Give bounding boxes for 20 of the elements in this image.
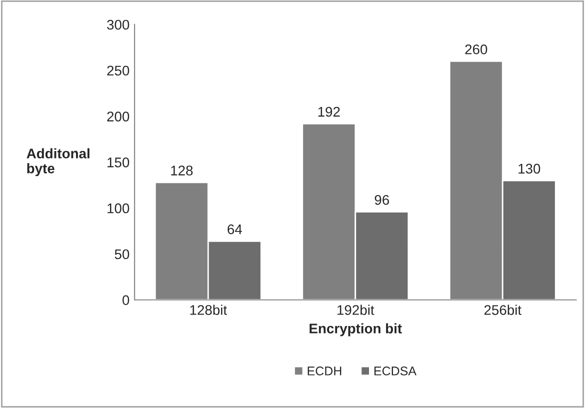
data-label: 130 xyxy=(518,164,540,174)
data-label: 192 xyxy=(318,106,340,117)
y-tick-label: 100 xyxy=(108,203,130,214)
y-tick-label: 300 xyxy=(107,20,130,30)
y-tick-label: 250 xyxy=(107,66,130,76)
y-axis-title: Additonal byte xyxy=(26,148,90,176)
legend-label: ECDH xyxy=(308,366,342,376)
data-label: 260 xyxy=(465,44,488,54)
y-tick-label: 200 xyxy=(107,112,130,122)
y-tick-label: 0 xyxy=(122,295,130,306)
x-tick-label: 192bit xyxy=(338,304,374,315)
x-tick-label: 256bit xyxy=(484,304,522,315)
x-axis-title: Encryption bit xyxy=(310,323,402,336)
x-tick-label: 128bit xyxy=(190,304,227,315)
y-tick-label: 150 xyxy=(108,158,130,168)
legend-label: ECDSA xyxy=(374,366,416,376)
data-label: 128 xyxy=(171,166,193,176)
data-label: 96 xyxy=(374,195,390,205)
y-tick-label: 50 xyxy=(114,249,130,260)
data-label: 64 xyxy=(228,224,242,234)
